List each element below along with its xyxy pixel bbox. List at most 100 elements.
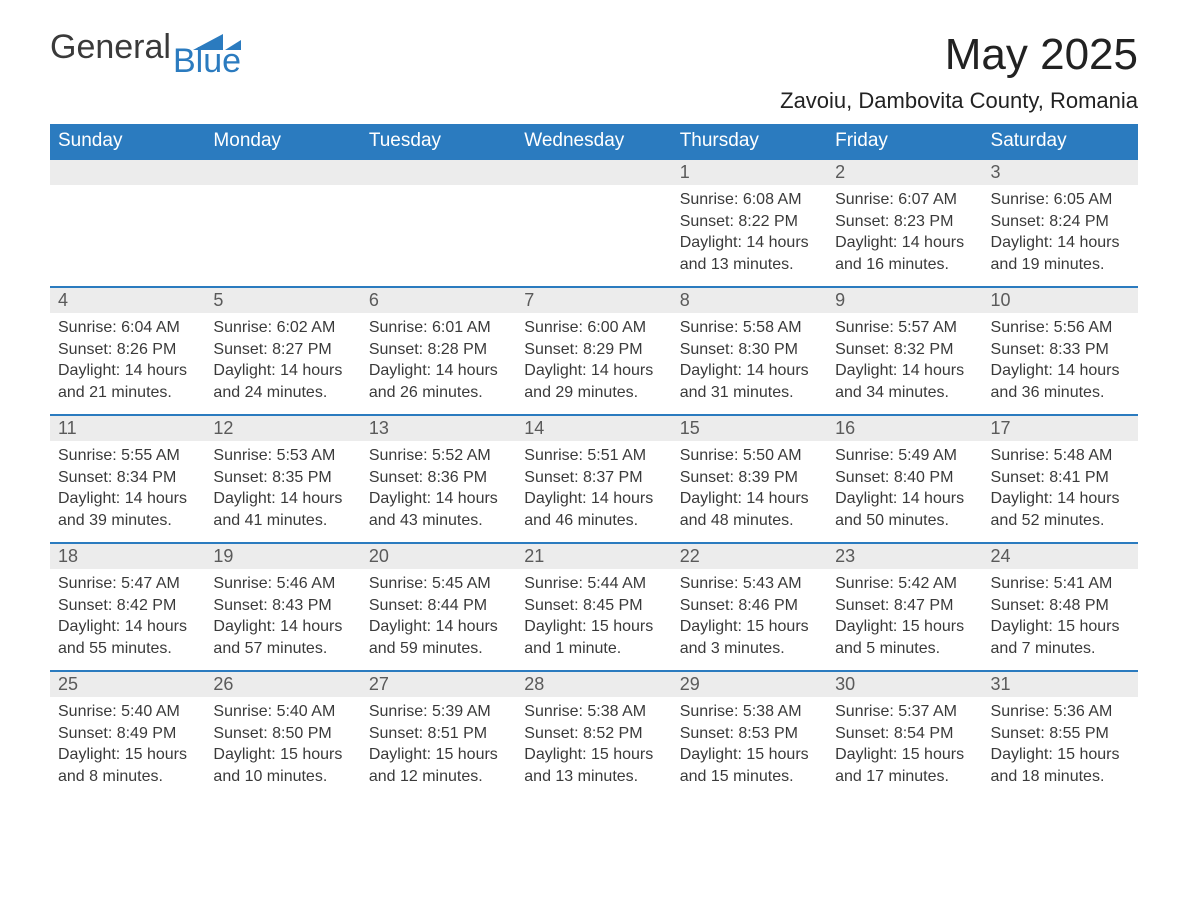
calendar-day-cell: 29Sunrise: 5:38 AMSunset: 8:53 PMDayligh… [672,671,827,799]
day-number: 6 [361,288,516,313]
day-number: 14 [516,416,671,441]
day-dl2-line: and 8 minutes. [58,766,199,788]
day-dl2-line: and 18 minutes. [991,766,1132,788]
day-content: Sunrise: 5:50 AMSunset: 8:39 PMDaylight:… [672,441,827,535]
day-dl2-line: and 3 minutes. [680,638,821,660]
day-sunset-line: Sunset: 8:35 PM [213,467,354,489]
day-sunrise-line: Sunrise: 5:45 AM [369,573,510,595]
calendar-day-cell: 10Sunrise: 5:56 AMSunset: 8:33 PMDayligh… [983,287,1138,415]
calendar-day-cell [205,159,360,287]
calendar-day-cell [50,159,205,287]
day-sunset-line: Sunset: 8:22 PM [680,211,821,233]
day-sunrise-line: Sunrise: 5:37 AM [835,701,976,723]
logo-word-general: General [50,30,171,64]
day-number: 18 [50,544,205,569]
day-number: 7 [516,288,671,313]
calendar-page: General Blue May 2025 Zavoiu, Dambovita … [0,0,1188,918]
day-sunset-line: Sunset: 8:29 PM [524,339,665,361]
topbar: General Blue May 2025 Zavoiu, Dambovita … [50,30,1138,124]
day-sunrise-line: Sunrise: 6:01 AM [369,317,510,339]
day-number-empty [516,160,671,185]
day-sunrise-line: Sunrise: 6:07 AM [835,189,976,211]
day-sunrise-line: Sunrise: 5:55 AM [58,445,199,467]
day-content: Sunrise: 5:39 AMSunset: 8:51 PMDaylight:… [361,697,516,791]
calendar-week-row: 25Sunrise: 5:40 AMSunset: 8:49 PMDayligh… [50,671,1138,799]
logo-blue-block: Blue [173,30,241,77]
day-dl1-line: Daylight: 14 hours [835,488,976,510]
weekday-header: Thursday [672,124,827,159]
day-dl2-line: and 5 minutes. [835,638,976,660]
day-sunset-line: Sunset: 8:55 PM [991,723,1132,745]
day-number: 21 [516,544,671,569]
day-number: 3 [983,160,1138,185]
calendar-week-row: 18Sunrise: 5:47 AMSunset: 8:42 PMDayligh… [50,543,1138,671]
day-dl1-line: Daylight: 15 hours [835,616,976,638]
day-dl2-line: and 19 minutes. [991,254,1132,276]
calendar-day-cell: 14Sunrise: 5:51 AMSunset: 8:37 PMDayligh… [516,415,671,543]
day-content: Sunrise: 5:51 AMSunset: 8:37 PMDaylight:… [516,441,671,535]
day-number: 11 [50,416,205,441]
day-sunset-line: Sunset: 8:53 PM [680,723,821,745]
day-sunset-line: Sunset: 8:46 PM [680,595,821,617]
day-content: Sunrise: 5:40 AMSunset: 8:49 PMDaylight:… [50,697,205,791]
day-content: Sunrise: 5:43 AMSunset: 8:46 PMDaylight:… [672,569,827,663]
day-dl2-line: and 13 minutes. [524,766,665,788]
day-sunrise-line: Sunrise: 5:56 AM [991,317,1132,339]
day-dl1-line: Daylight: 14 hours [58,616,199,638]
day-dl2-line: and 46 minutes. [524,510,665,532]
calendar-day-cell: 19Sunrise: 5:46 AMSunset: 8:43 PMDayligh… [205,543,360,671]
day-number: 5 [205,288,360,313]
day-dl2-line: and 17 minutes. [835,766,976,788]
day-dl2-line: and 43 minutes. [369,510,510,532]
calendar-day-cell: 9Sunrise: 5:57 AMSunset: 8:32 PMDaylight… [827,287,982,415]
weekday-header: Tuesday [361,124,516,159]
calendar-day-cell: 18Sunrise: 5:47 AMSunset: 8:42 PMDayligh… [50,543,205,671]
day-dl1-line: Daylight: 14 hours [991,232,1132,254]
day-content: Sunrise: 5:55 AMSunset: 8:34 PMDaylight:… [50,441,205,535]
day-sunrise-line: Sunrise: 5:40 AM [58,701,199,723]
calendar-day-cell: 27Sunrise: 5:39 AMSunset: 8:51 PMDayligh… [361,671,516,799]
day-content: Sunrise: 5:38 AMSunset: 8:52 PMDaylight:… [516,697,671,791]
day-content: Sunrise: 5:52 AMSunset: 8:36 PMDaylight:… [361,441,516,535]
day-number: 27 [361,672,516,697]
day-dl1-line: Daylight: 14 hours [213,616,354,638]
day-sunset-line: Sunset: 8:42 PM [58,595,199,617]
calendar-day-cell: 5Sunrise: 6:02 AMSunset: 8:27 PMDaylight… [205,287,360,415]
day-dl2-line: and 21 minutes. [58,382,199,404]
day-content: Sunrise: 5:47 AMSunset: 8:42 PMDaylight:… [50,569,205,663]
day-sunrise-line: Sunrise: 5:36 AM [991,701,1132,723]
day-content: Sunrise: 5:56 AMSunset: 8:33 PMDaylight:… [983,313,1138,407]
day-dl2-line: and 34 minutes. [835,382,976,404]
day-content: Sunrise: 5:57 AMSunset: 8:32 PMDaylight:… [827,313,982,407]
day-content: Sunrise: 5:40 AMSunset: 8:50 PMDaylight:… [205,697,360,791]
day-dl1-line: Daylight: 14 hours [58,360,199,382]
logo: General Blue [50,30,241,77]
calendar-day-cell: 22Sunrise: 5:43 AMSunset: 8:46 PMDayligh… [672,543,827,671]
day-content: Sunrise: 5:41 AMSunset: 8:48 PMDaylight:… [983,569,1138,663]
day-content: Sunrise: 5:44 AMSunset: 8:45 PMDaylight:… [516,569,671,663]
day-number: 15 [672,416,827,441]
day-sunset-line: Sunset: 8:52 PM [524,723,665,745]
calendar-day-cell: 6Sunrise: 6:01 AMSunset: 8:28 PMDaylight… [361,287,516,415]
day-dl2-line: and 50 minutes. [835,510,976,532]
day-sunset-line: Sunset: 8:28 PM [369,339,510,361]
day-sunrise-line: Sunrise: 5:50 AM [680,445,821,467]
day-number: 12 [205,416,360,441]
weekday-header: Saturday [983,124,1138,159]
day-dl1-line: Daylight: 15 hours [213,744,354,766]
day-dl2-line: and 31 minutes. [680,382,821,404]
day-dl1-line: Daylight: 14 hours [213,360,354,382]
location-subtitle: Zavoiu, Dambovita County, Romania [780,88,1138,114]
day-sunset-line: Sunset: 8:30 PM [680,339,821,361]
day-content: Sunrise: 5:58 AMSunset: 8:30 PMDaylight:… [672,313,827,407]
day-sunrise-line: Sunrise: 5:43 AM [680,573,821,595]
day-sunset-line: Sunset: 8:47 PM [835,595,976,617]
day-sunrise-line: Sunrise: 5:40 AM [213,701,354,723]
day-content: Sunrise: 6:07 AMSunset: 8:23 PMDaylight:… [827,185,982,279]
day-dl1-line: Daylight: 14 hours [524,360,665,382]
day-sunrise-line: Sunrise: 5:52 AM [369,445,510,467]
calendar-day-cell: 13Sunrise: 5:52 AMSunset: 8:36 PMDayligh… [361,415,516,543]
day-sunset-line: Sunset: 8:34 PM [58,467,199,489]
day-sunset-line: Sunset: 8:51 PM [369,723,510,745]
weekday-header: Monday [205,124,360,159]
